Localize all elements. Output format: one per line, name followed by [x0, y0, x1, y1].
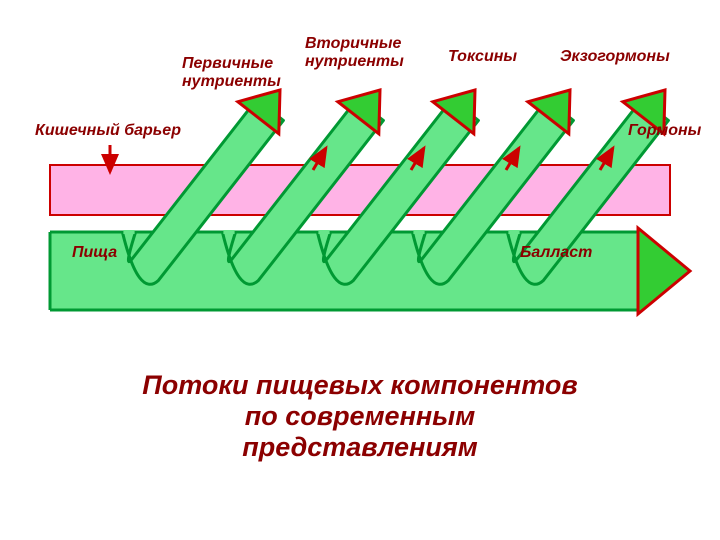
- label-toxins: Токсины: [448, 48, 517, 66]
- label-hormones: Гормоны: [628, 122, 701, 140]
- diagram-title: Потоки пищевых компонентов по современны…: [0, 370, 720, 463]
- label-exo: Экзогормоны: [560, 48, 670, 66]
- label-barrier: Кишечный барьер: [35, 122, 181, 140]
- diagram-stage: Кишечный барьер Пища Балласт Первичные н…: [0, 0, 720, 540]
- label-secondary: Вторичные нутриенты: [305, 35, 404, 72]
- label-food: Пища: [72, 244, 117, 262]
- label-primary: Первичные нутриенты: [182, 55, 281, 92]
- label-ballast: Балласт: [520, 244, 592, 262]
